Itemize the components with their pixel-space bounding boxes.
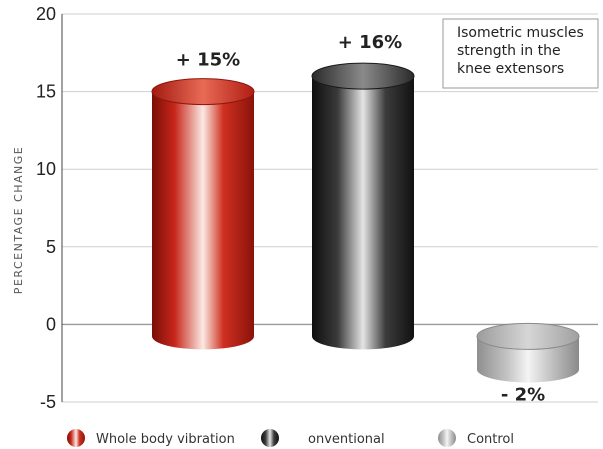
bar-top-cap — [311, 62, 415, 90]
legend-item: Whole body vibration — [67, 429, 235, 447]
data-label: + 15% — [176, 50, 240, 71]
red-cylinder-icon — [67, 429, 85, 447]
bar-body — [312, 76, 414, 350]
annotation-line: strength in the — [457, 43, 561, 59]
black-cylinder-icon — [261, 429, 279, 447]
annotation-box — [442, 18, 599, 89]
bar-body — [152, 91, 254, 350]
bar-top-cap — [151, 78, 255, 106]
data-label: + 16% — [338, 32, 402, 53]
y-tick-label: -5 — [40, 392, 56, 412]
grey-cylinder-icon — [438, 429, 456, 447]
y-tick-label: 0 — [46, 314, 56, 334]
bar-top-cap — [476, 322, 580, 350]
y-tick-label: 5 — [46, 237, 56, 257]
legend-item: onventional — [261, 429, 385, 447]
bar-control — [476, 322, 580, 383]
bar-whole-body-vibration — [151, 78, 255, 350]
annotation-line: Isometric muscles — [457, 25, 584, 41]
data-label: - 2% — [501, 384, 545, 405]
y-tick-label: 10 — [36, 159, 56, 179]
legend-label: Whole body vibration — [96, 432, 235, 447]
legend-label: onventional — [308, 432, 385, 447]
legend-label: Control — [467, 432, 514, 447]
annotation-line: knee extensors — [457, 61, 564, 77]
y-tick-label: 15 — [36, 82, 56, 102]
legend-item: Control — [438, 429, 514, 447]
y-axis-title: PERCENTAGE CHANGE — [12, 146, 25, 294]
y-tick-label: 20 — [36, 4, 56, 24]
bar-conventional — [311, 62, 415, 350]
